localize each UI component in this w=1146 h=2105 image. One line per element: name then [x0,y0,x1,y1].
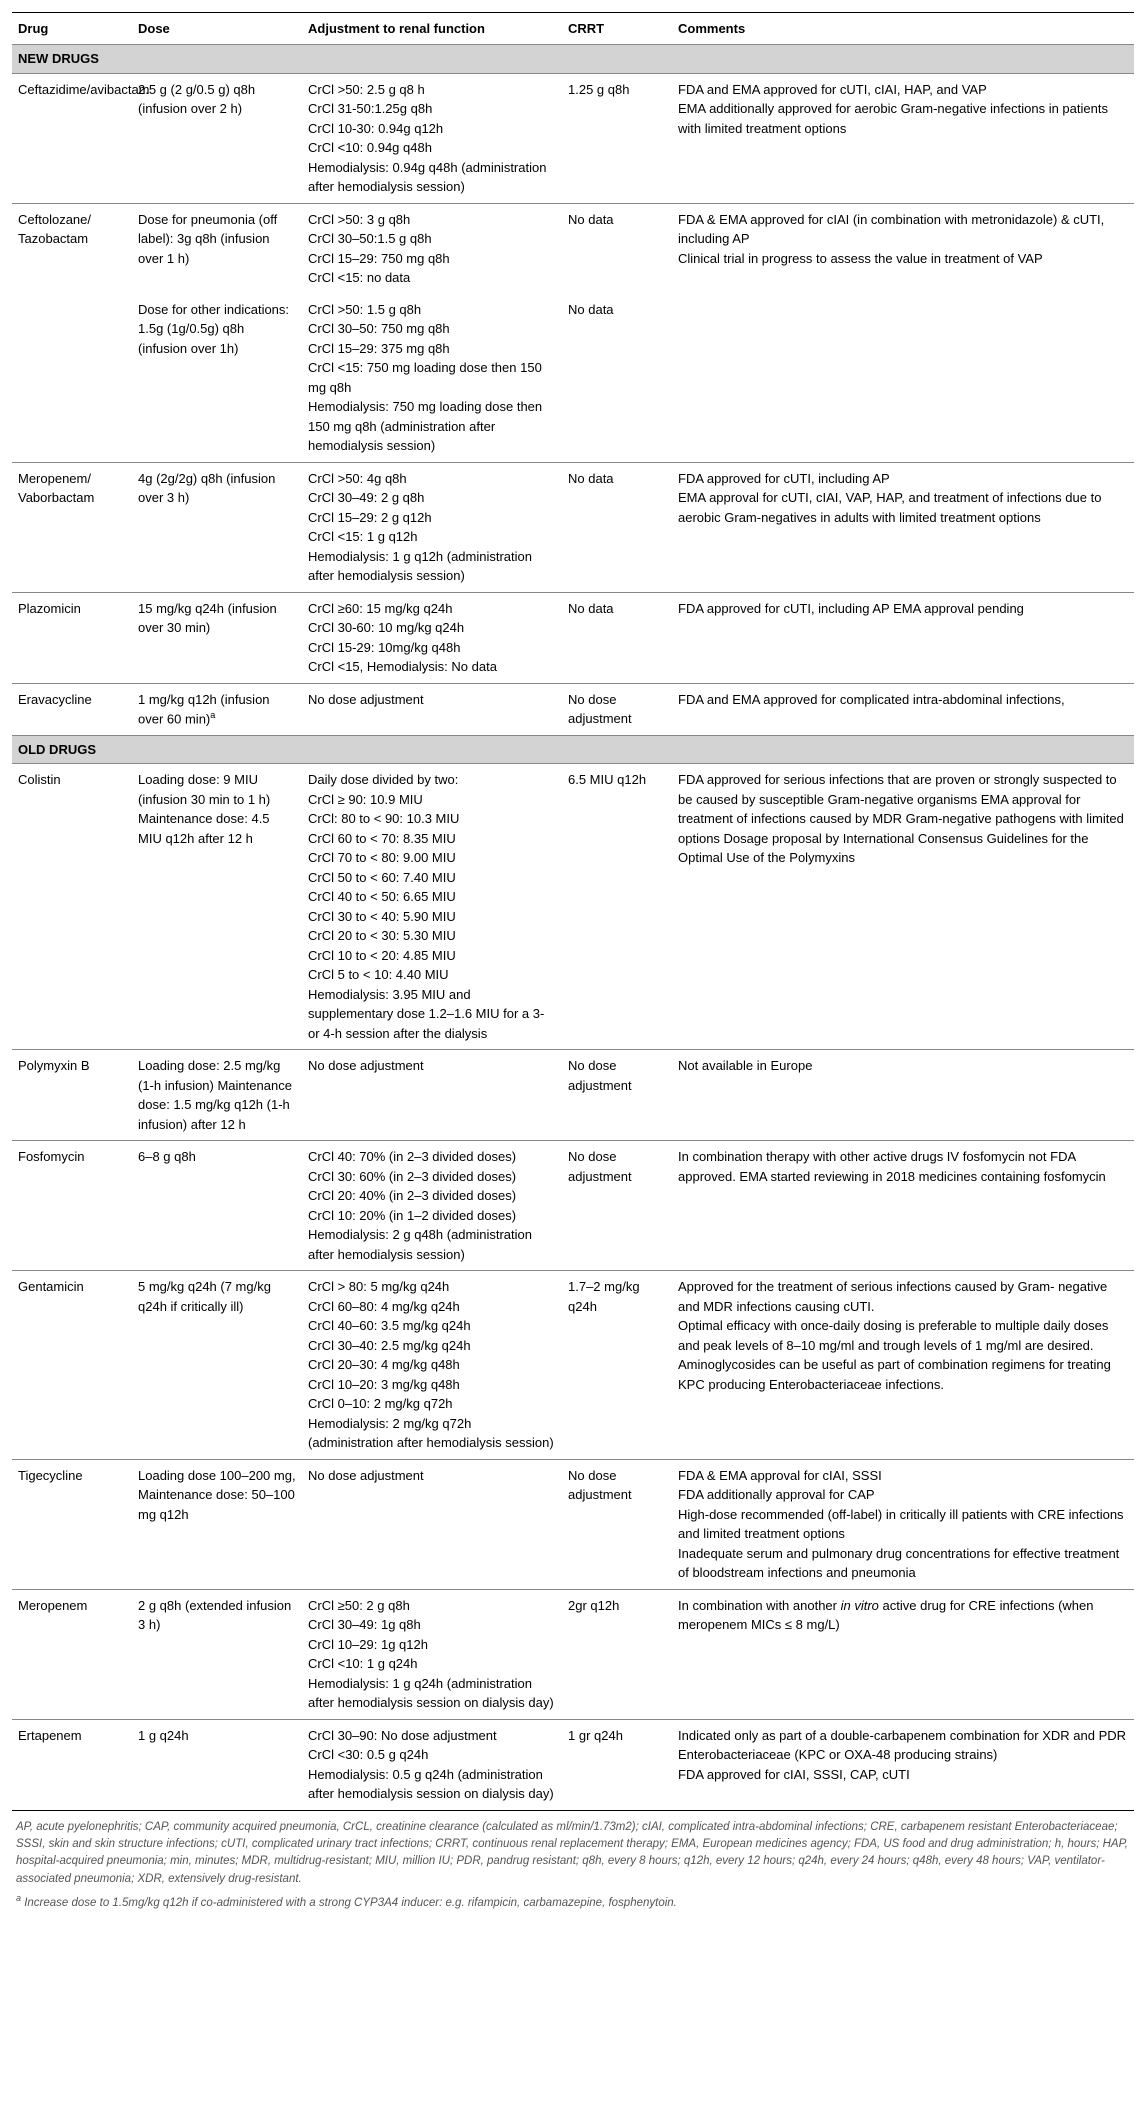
section-header: OLD DRUGS [12,735,1134,764]
cell-crrt: 2gr q12h [562,1589,672,1719]
cell-comments: FDA & EMA approval for cIAI, SSSI FDA ad… [672,1459,1134,1589]
col-header-dose: Dose [132,13,302,45]
cell-renal: CrCl > 80: 5 mg/kg q24h CrCl 60–80: 4 mg… [302,1271,562,1460]
table-row: Meropenem/ Vaborbactam4g (2g/2g) q8h (in… [12,462,1134,592]
table-row: Gentamicin5 mg/kg q24h (7 mg/kg q24h if … [12,1271,1134,1460]
cell-drug: Fosfomycin [12,1141,132,1271]
cell-renal: No dose adjustment [302,683,562,735]
cell-dose: 1 g q24h [132,1719,302,1810]
table-row: Ceftazidime/avibactam2.5 g (2 g/0.5 g) q… [12,73,1134,203]
table-body: NEW DRUGSCeftazidime/avibactam2.5 g (2 g… [12,45,1134,1811]
table-row: TigecyclineLoading dose 100–200 mg, Main… [12,1459,1134,1589]
col-header-drug: Drug [12,13,132,45]
cell-drug: Eravacycline [12,683,132,735]
cell-comments: FDA approved for serious infections that… [672,764,1134,1050]
table-row: ColistinLoading dose: 9 MIU (infusion 30… [12,764,1134,1050]
cell-crrt: No dose adjustment [562,683,672,735]
cell-renal: Daily dose divided by two: CrCl ≥ 90: 10… [302,764,562,1050]
section-header: NEW DRUGS [12,45,1134,74]
cell-drug: Colistin [12,764,132,1050]
footnote-abbrev: AP, acute pyelonephritis; CAP, community… [16,1819,1130,1888]
cell-drug: Meropenem [12,1589,132,1719]
cell-comments: Indicated only as part of a double-carba… [672,1719,1134,1810]
cell-crrt: No dose adjustment [562,1050,672,1141]
cell-comments: In combination with another in vitro act… [672,1589,1134,1719]
table-row: Plazomicin15 mg/kg q24h (infusion over 3… [12,592,1134,683]
cell-crrt: No data [562,462,672,592]
cell-dose: 1 mg/kg q12h (infusion over 60 min)a [132,683,302,735]
section-title: NEW DRUGS [12,45,1134,74]
cell-drug: Tigecycline [12,1459,132,1589]
cell-dose: Loading dose: 2.5 mg/kg (1-h infusion) M… [132,1050,302,1141]
cell-renal: No dose adjustment [302,1050,562,1141]
cell-dose: 5 mg/kg q24h (7 mg/kg q24h if critically… [132,1271,302,1460]
cell-dose: 2.5 g (2 g/0.5 g) q8h (infusion over 2 h… [132,73,302,203]
cell-renal: No dose adjustment [302,1459,562,1589]
cell-drug: Gentamicin [12,1271,132,1460]
cell-renal: CrCl ≥60: 15 mg/kg q24h CrCl 30-60: 10 m… [302,592,562,683]
cell-dose: 4g (2g/2g) q8h (infusion over 3 h) [132,462,302,592]
cell-drug: Ertapenem [12,1719,132,1810]
cell-renal: CrCl 30–90: No dose adjustment CrCl <30:… [302,1719,562,1810]
table-row: Eravacycline1 mg/kg q12h (infusion over … [12,683,1134,735]
cell-crrt: No data [562,294,672,463]
cell-dose: 2 g q8h (extended infusion 3 h) [132,1589,302,1719]
header-row: Drug Dose Adjustment to renal function C… [12,13,1134,45]
cell-comments: FDA & EMA approved for cIAI (in combinat… [672,203,1134,462]
cell-renal: CrCl >50: 3 g q8h CrCl 30–50:1.5 g q8h C… [302,203,562,294]
col-header-crrt: CRRT [562,13,672,45]
cell-crrt: No data [562,592,672,683]
cell-crrt: 6.5 MIU q12h [562,764,672,1050]
drug-table: Drug Dose Adjustment to renal function C… [12,12,1134,1811]
table-row: Ertapenem1 g q24hCrCl 30–90: No dose adj… [12,1719,1134,1810]
table-row: Polymyxin BLoading dose: 2.5 mg/kg (1-h … [12,1050,1134,1141]
col-header-comments: Comments [672,13,1134,45]
cell-crrt: 1 gr q24h [562,1719,672,1810]
cell-renal: CrCl >50: 4g q8h CrCl 30–49: 2 g q8h CrC… [302,462,562,592]
cell-comments: FDA approved for cUTI, including AP EMA … [672,462,1134,592]
cell-renal: CrCl ≥50: 2 g q8h CrCl 30–49: 1g q8h CrC… [302,1589,562,1719]
cell-drug: Plazomicin [12,592,132,683]
cell-drug: Ceftazidime/avibactam [12,73,132,203]
cell-dose: Loading dose: 9 MIU (infusion 30 min to … [132,764,302,1050]
cell-crrt: No dose adjustment [562,1459,672,1589]
section-title: OLD DRUGS [12,735,1134,764]
table-row: Fosfomycin6–8 g q8hCrCl 40: 70% (in 2–3 … [12,1141,1134,1271]
cell-drug: Ceftolozane/ Tazobactam [12,203,132,462]
footnotes: AP, acute pyelonephritis; CAP, community… [12,1811,1134,1924]
cell-comments: Not available in Europe [672,1050,1134,1141]
cell-drug: Meropenem/ Vaborbactam [12,462,132,592]
cell-dose: 15 mg/kg q24h (infusion over 30 min) [132,592,302,683]
cell-comments: In combination therapy with other active… [672,1141,1134,1271]
cell-renal: CrCl >50: 2.5 g q8 h CrCl 31-50:1.25g q8… [302,73,562,203]
cell-drug: Polymyxin B [12,1050,132,1141]
cell-comments: FDA and EMA approved for complicated int… [672,683,1134,735]
cell-crrt: 1.7–2 mg/kg q24h [562,1271,672,1460]
cell-crrt: No data [562,203,672,294]
cell-dose: Dose for pneumonia (off label): 3g q8h (… [132,203,302,294]
cell-crrt: No dose adjustment [562,1141,672,1271]
cell-dose: Dose for other indications: 1.5g (1g/0.5… [132,294,302,463]
cell-renal: CrCl >50: 1.5 g q8h CrCl 30–50: 750 mg q… [302,294,562,463]
table-row: Meropenem2 g q8h (extended infusion 3 h)… [12,1589,1134,1719]
table-row: Ceftolozane/ TazobactamDose for pneumoni… [12,203,1134,294]
col-header-renal: Adjustment to renal function [302,13,562,45]
footnote-a: a Increase dose to 1.5mg/kg q12h if co-a… [16,1892,1130,1912]
cell-comments: Approved for the treatment of serious in… [672,1271,1134,1460]
cell-comments: FDA approved for cUTI, including AP EMA … [672,592,1134,683]
cell-dose: 6–8 g q8h [132,1141,302,1271]
cell-comments: FDA and EMA approved for cUTI, cIAI, HAP… [672,73,1134,203]
cell-renal: CrCl 40: 70% (in 2–3 divided doses) CrCl… [302,1141,562,1271]
cell-crrt: 1.25 g q8h [562,73,672,203]
cell-dose: Loading dose 100–200 mg, Maintenance dos… [132,1459,302,1589]
